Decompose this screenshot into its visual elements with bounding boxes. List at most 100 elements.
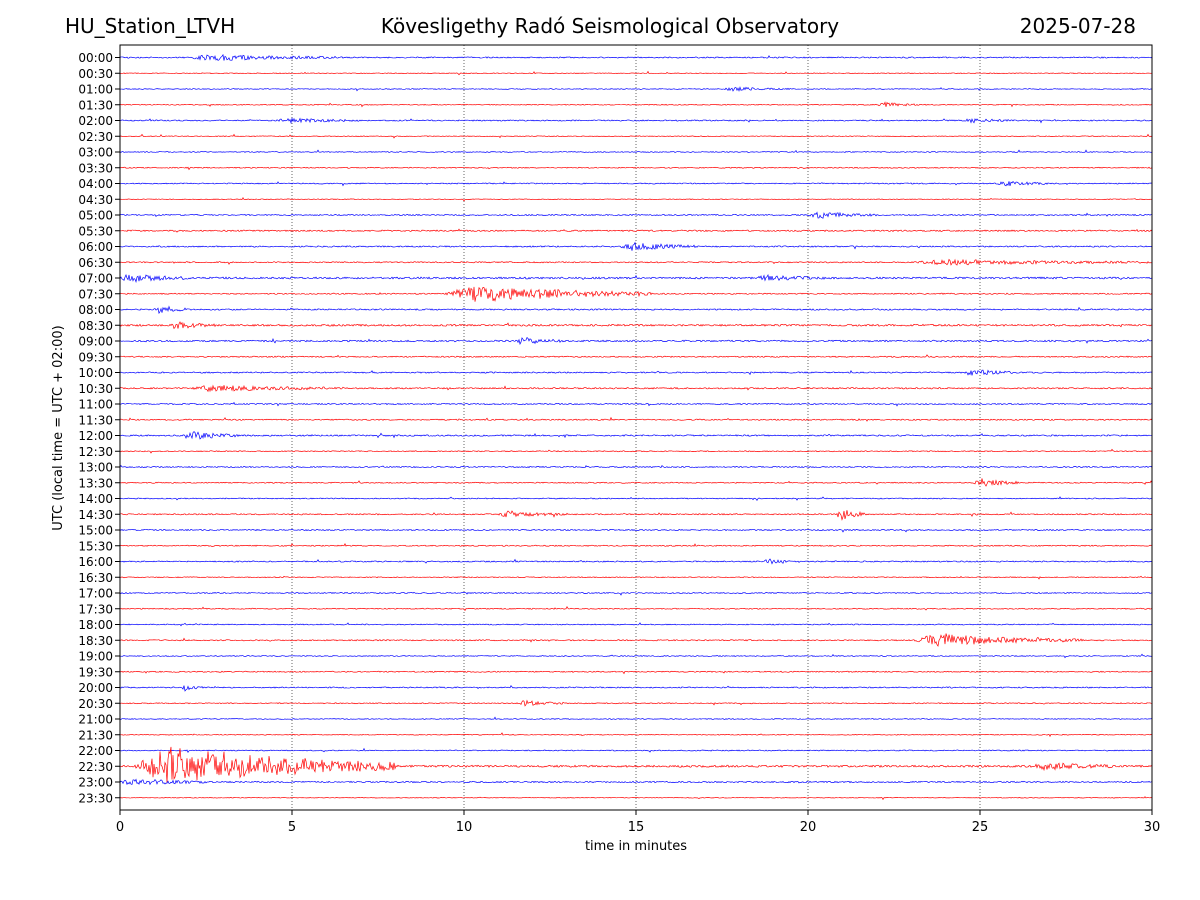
y-tick-label-23:00: 23:00	[78, 776, 113, 790]
y-tick-label-15:30: 15:30	[78, 539, 113, 553]
trace-04:00	[120, 181, 1152, 187]
trace-13:30	[120, 478, 1152, 487]
y-tick-label-03:30: 03:30	[78, 161, 113, 175]
trace-21:00	[120, 716, 1152, 720]
y-axis-label: UTC (local time = UTC + 02:00)	[51, 325, 66, 530]
trace-12:30	[120, 448, 1152, 454]
y-tick-label-18:00: 18:00	[78, 618, 113, 632]
y-tick-label-07:30: 07:30	[78, 287, 113, 301]
x-tick-label-25: 25	[972, 820, 989, 835]
y-tick-label-00:30: 00:30	[78, 67, 113, 81]
trace-05:00	[120, 211, 1152, 219]
y-tick-label-10:30: 10:30	[78, 382, 113, 396]
y-tick-label-17:30: 17:30	[78, 602, 113, 616]
y-tick-label-15:00: 15:00	[78, 524, 113, 538]
trace-09:00	[120, 337, 1152, 345]
y-tick-label-02:30: 02:30	[78, 130, 113, 144]
y-tick-label-12:30: 12:30	[78, 445, 113, 459]
trace-20:00	[120, 685, 1152, 692]
trace-21:30	[120, 732, 1152, 738]
trace-19:00	[120, 653, 1152, 659]
y-tick-label-14:00: 14:00	[78, 492, 113, 506]
y-tick-label-20:30: 20:30	[78, 697, 113, 711]
y-tick-label-00:00: 00:00	[78, 51, 113, 65]
x-tick-label-0: 0	[116, 820, 124, 835]
trace-10:00	[120, 369, 1152, 376]
y-tick-label-19:00: 19:00	[78, 650, 113, 664]
y-tick-label-13:00: 13:00	[78, 461, 113, 475]
trace-22:00	[120, 747, 1152, 754]
y-tick-label-11:30: 11:30	[78, 413, 113, 427]
trace-08:00	[120, 305, 1152, 315]
y-tick-label-07:00: 07:00	[78, 272, 113, 286]
trace-00:00	[120, 53, 1152, 61]
y-tick-label-05:30: 05:30	[78, 224, 113, 238]
trace-19:30	[120, 670, 1152, 675]
y-tick-label-04:30: 04:30	[78, 193, 113, 207]
y-tick-label-09:30: 09:30	[78, 350, 113, 364]
trace-02:00	[120, 117, 1152, 125]
y-tick-label-16:00: 16:00	[78, 555, 113, 569]
trace-07:30	[120, 286, 1152, 302]
trace-18:30	[120, 633, 1152, 647]
y-tick-label-01:30: 01:30	[78, 98, 113, 112]
trace-14:00	[120, 496, 1152, 502]
y-tick-label-02:00: 02:00	[78, 114, 113, 128]
x-tick-label-20: 20	[800, 820, 817, 835]
y-tick-label-05:00: 05:00	[78, 209, 113, 223]
y-tick-label-06:00: 06:00	[78, 240, 113, 254]
trace-00:30	[120, 70, 1152, 76]
trace-20:30	[120, 699, 1152, 707]
y-tick-label-20:00: 20:00	[78, 681, 113, 695]
trace-02:30	[120, 133, 1152, 139]
trace-17:30	[120, 606, 1152, 612]
trace-16:00	[120, 558, 1152, 565]
trace-18:00	[120, 622, 1152, 627]
trace-08:30	[120, 321, 1152, 330]
x-tick-label-15: 15	[628, 820, 645, 835]
y-tick-label-08:00: 08:00	[78, 303, 113, 317]
y-tick-label-12:00: 12:00	[78, 429, 113, 443]
trace-16:30	[120, 575, 1152, 580]
trace-03:30	[120, 166, 1152, 171]
y-tick-label-01:00: 01:00	[78, 83, 113, 97]
record-date: 2025-07-28	[1019, 14, 1136, 38]
y-tick-label-06:30: 06:30	[78, 256, 113, 270]
y-tick-label-23:30: 23:30	[78, 791, 113, 805]
x-axis-ticks: 0 5 10 15 20 25 30	[116, 810, 1160, 835]
trace-15:00	[120, 528, 1152, 533]
trace-07:00	[120, 273, 1152, 283]
trace-12:00	[120, 431, 1152, 440]
trace-23:30	[120, 796, 1152, 801]
trace-10:30	[120, 384, 1152, 393]
station-name: HU_Station_LTVH	[65, 14, 236, 38]
grid-lines	[291, 45, 981, 810]
y-tick-label-21:00: 21:00	[78, 713, 113, 727]
y-tick-label-22:30: 22:30	[78, 760, 113, 774]
y-tick-label-08:30: 08:30	[78, 319, 113, 333]
trace-09:30	[120, 354, 1152, 358]
y-tick-label-19:30: 19:30	[78, 665, 113, 679]
trace-11:00	[120, 401, 1152, 407]
y-tick-label-04:00: 04:00	[78, 177, 113, 191]
y-tick-label-03:00: 03:00	[78, 146, 113, 160]
x-tick-label-5: 5	[288, 820, 296, 835]
trace-01:00	[120, 86, 1152, 92]
x-axis-label: time in minutes	[585, 839, 687, 854]
trace-03:00	[120, 149, 1152, 153]
y-tick-label-16:30: 16:30	[78, 571, 113, 585]
y-tick-label-21:30: 21:30	[78, 728, 113, 742]
trace-04:30	[120, 196, 1152, 202]
trace-05:30	[120, 228, 1152, 233]
seismic-traces	[120, 53, 1152, 801]
y-tick-label-09:00: 09:00	[78, 335, 113, 349]
trace-15:30	[120, 543, 1152, 547]
y-tick-label-22:00: 22:00	[78, 744, 113, 758]
x-tick-label-10: 10	[456, 820, 473, 835]
y-tick-label-14:30: 14:30	[78, 508, 113, 522]
trace-17:00	[120, 591, 1152, 596]
trace-06:30	[120, 258, 1152, 266]
y-tick-label-18:30: 18:30	[78, 634, 113, 648]
